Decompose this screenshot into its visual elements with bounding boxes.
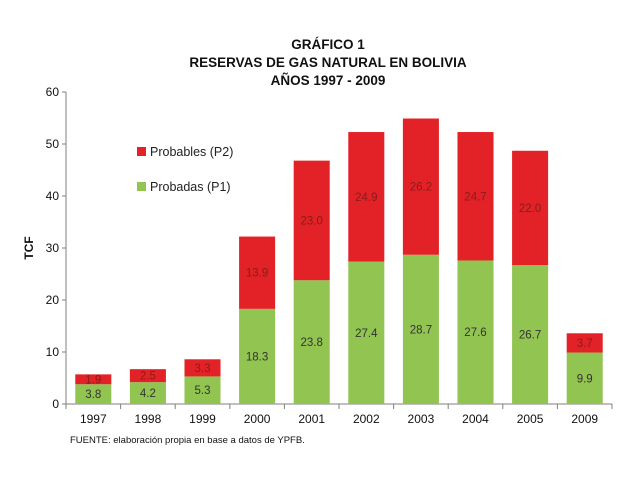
bar-probables-2000 — [239, 236, 276, 309]
data-label-probables-2009: 3.7 — [577, 338, 593, 350]
bar-probadas-2009 — [566, 352, 603, 404]
data-label-probables-1998: 2.5 — [140, 371, 156, 383]
bar-series-group: 3.8 1.9 4.2 2.5 5.3 3.3 18.3 13.9 23.8 23.0 27.4 24… — [75, 118, 603, 404]
data-label-probables-2002: 24.9 — [355, 192, 377, 204]
y-tick-label: 60 — [46, 85, 60, 99]
bar-probables-1997 — [75, 374, 112, 385]
y-tick-label: 10 — [46, 345, 60, 359]
data-label-probadas-2003: 28.7 — [410, 324, 432, 336]
bar-probadas-2000 — [239, 308, 276, 404]
x-tick-label: 2002 — [353, 412, 380, 426]
y-tick-label: 30 — [46, 241, 60, 255]
bar-probadas-2004 — [457, 260, 494, 404]
bar-probadas-1998 — [129, 382, 166, 404]
bar-probables-1999 — [184, 359, 221, 377]
x-tick-label: 1999 — [189, 412, 216, 426]
data-label-probadas-2002: 27.4 — [355, 328, 378, 340]
bar-probables-2001 — [293, 160, 330, 281]
chart-title-line-2: RESERVAS DE GAS NATURAL EN BOLIVIA — [189, 55, 467, 70]
x-tick-label: 2003 — [408, 412, 435, 426]
x-tick-label: 1998 — [135, 412, 162, 426]
legend-label-probadas: Probadas (P1) — [150, 180, 231, 194]
bar-probadas-2001 — [293, 280, 330, 404]
data-label-probadas-2001: 23.8 — [301, 337, 323, 349]
chart-title: GRÁFICO 1 RESERVAS DE GAS NATURAL EN BOL… — [189, 37, 467, 88]
bar-probadas-1997 — [75, 384, 112, 404]
bar-probadas-1999 — [184, 376, 221, 404]
y-axis: 0 10 20 30 40 50 60 — [46, 85, 67, 411]
x-tick-label: 2009 — [571, 412, 598, 426]
bar-probables-2005 — [512, 150, 549, 266]
bar-probables-1998 — [129, 369, 166, 383]
data-label-probadas-1999: 5.3 — [195, 385, 211, 397]
data-label-probables-2004: 24.7 — [464, 191, 486, 203]
chart-title-line-1: GRÁFICO 1 — [291, 37, 365, 52]
bar-probables-2003 — [402, 118, 439, 255]
x-tick-label: 2005 — [517, 412, 544, 426]
data-label-probables-2005: 22.0 — [519, 203, 541, 215]
legend-swatch-probadas — [137, 182, 146, 191]
data-label-probables-1999: 3.3 — [195, 363, 211, 375]
data-label-probadas-2004: 27.6 — [464, 327, 486, 339]
legend-swatch-probables — [137, 147, 146, 156]
x-tick-label: 1997 — [80, 412, 107, 426]
data-label-probadas-2005: 26.7 — [519, 330, 541, 342]
bar-probadas-2002 — [348, 261, 385, 404]
x-tick-label: 2001 — [298, 412, 325, 426]
y-tick-label: 50 — [46, 137, 60, 151]
y-tick-label: 40 — [46, 189, 60, 203]
bar-probadas-2005 — [512, 265, 549, 404]
x-tick-label: 2004 — [462, 412, 489, 426]
bar-probables-2009 — [566, 333, 603, 353]
y-axis-label: TCF — [22, 236, 36, 259]
x-tick-label: 2000 — [244, 412, 271, 426]
y-tick-label: 20 — [46, 293, 60, 307]
data-label-probadas-1997: 3.8 — [85, 389, 101, 401]
bar-probables-2002 — [348, 132, 385, 262]
x-axis: 1997 1998 1999 2000 2001 2002 2003 2004 2005 2009 — [65, 403, 613, 426]
data-label-probadas-2000: 18.3 — [246, 351, 268, 363]
legend-label-probables: Probables (P2) — [150, 145, 233, 159]
data-label-probables-2001: 23.0 — [301, 215, 323, 227]
data-label-probadas-1998: 4.2 — [140, 388, 156, 400]
bar-probables-2004 — [457, 132, 494, 261]
bar-probadas-2003 — [402, 254, 439, 404]
legend: Probables (P2) Probadas (P1) — [137, 145, 233, 194]
data-label-probables-2000: 13.9 — [246, 268, 268, 280]
y-tick-label: 0 — [52, 397, 59, 411]
data-label-probables-2003: 26.2 — [410, 182, 432, 194]
source-note: FUENTE: elaboración propia en base a dat… — [70, 435, 305, 446]
data-label-probadas-2009: 9.9 — [577, 373, 593, 385]
data-label-probables-1997: 1.9 — [85, 374, 101, 386]
chart-title-line-3: AÑOS 1997 - 2009 — [271, 73, 386, 88]
